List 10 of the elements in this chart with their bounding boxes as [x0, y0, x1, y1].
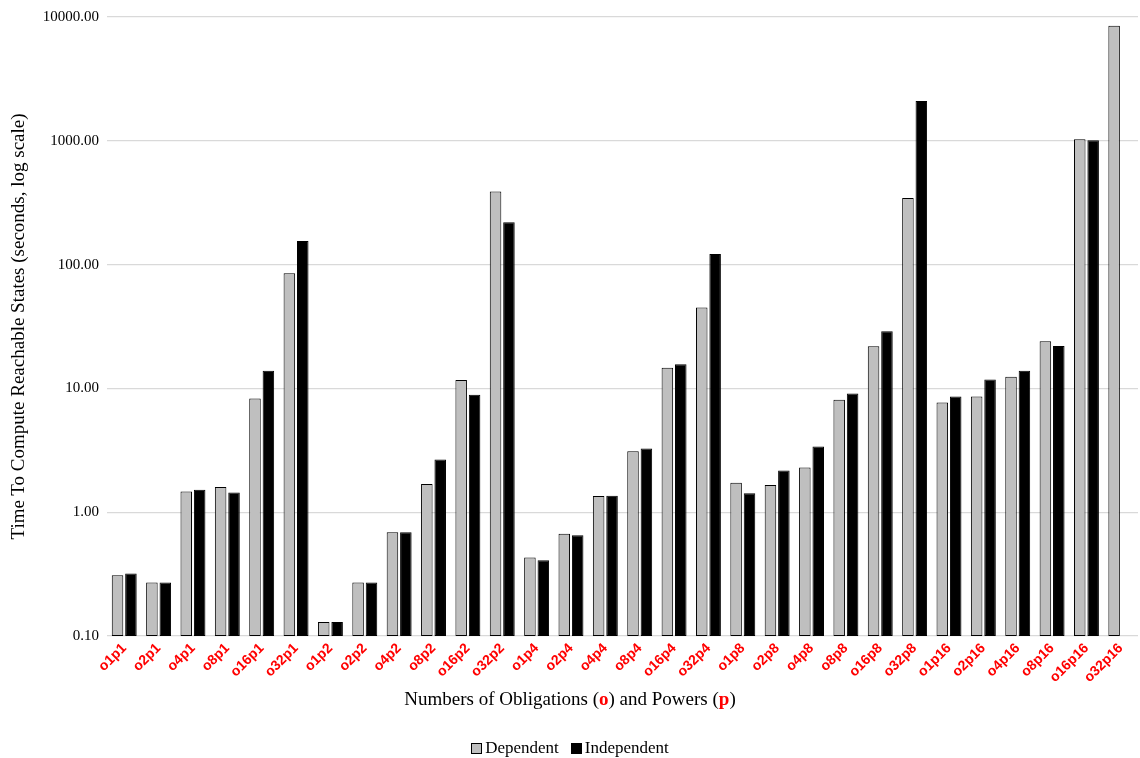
y-tick-label: 100.00 — [57, 255, 100, 272]
y-tick-label: 10000.00 — [42, 7, 100, 24]
legend-label: Dependent — [485, 738, 559, 758]
y-tick-label: 1.00 — [72, 503, 100, 520]
y-tick-label: 1000.00 — [50, 131, 100, 148]
y-tick-label: 10.00 — [65, 379, 100, 396]
y-axis-title: Time To Compute Reachable States (seconds, log scale) — [7, 113, 30, 540]
x-axis-title: Numbers of Obligations (o) and Powers (p) — [403, 688, 737, 710]
y-tick-label: 0.10 — [72, 626, 100, 643]
legend-label: Independent — [584, 738, 669, 758]
